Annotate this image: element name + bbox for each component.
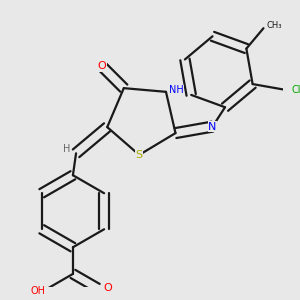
Text: O: O — [97, 61, 106, 71]
Text: O: O — [103, 283, 112, 293]
Text: NH: NH — [169, 85, 184, 95]
Text: N: N — [208, 122, 217, 132]
Text: S: S — [136, 150, 143, 160]
Text: H: H — [63, 144, 70, 154]
Text: Cl: Cl — [291, 85, 300, 94]
Text: OH: OH — [30, 286, 45, 296]
Text: CH₃: CH₃ — [267, 21, 282, 30]
